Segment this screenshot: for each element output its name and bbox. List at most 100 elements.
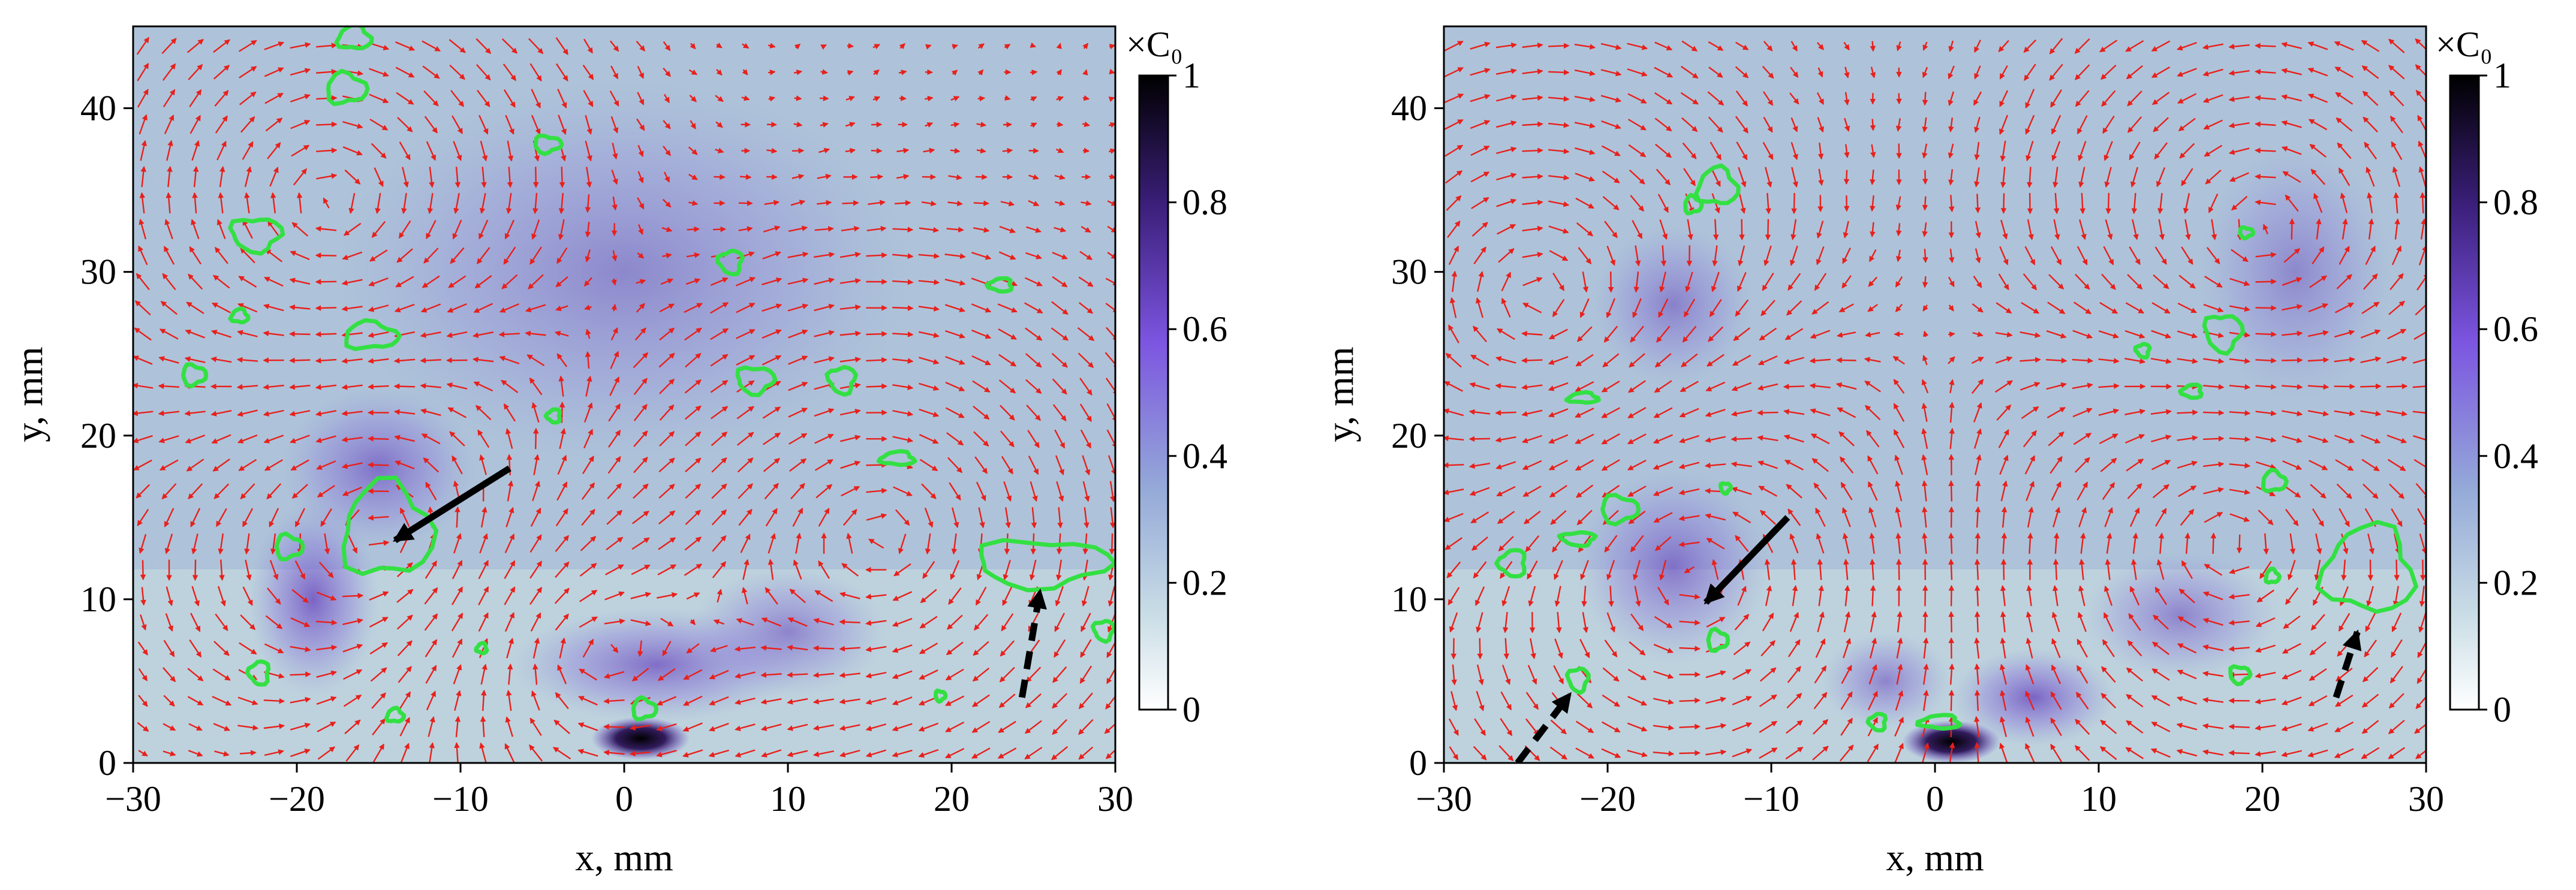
left-velocity-vector [317, 746, 335, 760]
left-velocity-vector [685, 484, 702, 499]
left-velocity-vector [423, 457, 440, 473]
left-velocity-vector [603, 698, 625, 704]
left-velocity-vector [477, 429, 490, 448]
left-velocity-vector [657, 592, 678, 599]
left-velocity-vector [452, 455, 463, 475]
left-x-tick-label: 10 [770, 779, 806, 819]
left-velocity-vector [1025, 353, 1042, 368]
left-velocity-vector [735, 697, 756, 705]
left-velocity-vector [812, 724, 834, 731]
left-velocity-vector [631, 564, 651, 575]
left-velocity-vector [760, 698, 782, 705]
left-velocity-vector [529, 587, 543, 605]
left-velocity-vector [555, 613, 569, 631]
left-concentration-blob-4 [690, 566, 886, 698]
left-velocity-vector [997, 747, 1017, 759]
left-velocity-vector [579, 616, 598, 628]
left-velocity-vector [400, 743, 410, 763]
left-velocity-vector [290, 645, 311, 653]
left-velocity-vector [184, 356, 206, 363]
left-velocity-vector [1056, 559, 1063, 581]
left-velocity-vector [473, 381, 493, 392]
left-velocity-vector [1001, 455, 1013, 475]
left-velocity-vector [428, 716, 435, 737]
left-velocity-vector [1105, 378, 1115, 396]
left-velocity-vector [918, 331, 940, 339]
left-velocity-vector [290, 722, 311, 731]
left-velocity-vector [839, 408, 861, 416]
left-velocity-vector [138, 750, 148, 757]
left-velocity-vector [606, 509, 623, 525]
left-velocity-vector [1051, 327, 1069, 341]
left-velocity-vector [637, 640, 643, 657]
right-concentration-blob-2 [1951, 648, 2115, 747]
left-velocity-vector [631, 668, 649, 681]
left-velocity-vector [133, 382, 154, 389]
left-velocity-vector [924, 507, 934, 528]
left-velocity-vector [345, 744, 360, 762]
left-velocity-vector [369, 617, 389, 628]
left-velocity-vector [945, 356, 965, 365]
left-velocity-vector [164, 533, 173, 554]
left-velocity-vector [971, 694, 990, 707]
left-velocity-vector [973, 431, 989, 447]
left-velocity-vector [342, 644, 363, 653]
left-colorbar-gradient [1138, 74, 1169, 711]
left-velocity-vector [218, 533, 224, 555]
left-velocity-vector [946, 641, 964, 656]
left-velocity-vector [1078, 746, 1094, 760]
left-velocity-vector [526, 354, 545, 367]
left-velocity-vector [768, 533, 776, 554]
left-velocity-vector [557, 454, 567, 475]
left-velocity-vector [554, 587, 570, 604]
left-velocity-vector [472, 357, 494, 363]
left-velocity-vector [237, 330, 258, 337]
left-velocity-vector [630, 725, 651, 731]
left-velocity-vector [762, 329, 782, 339]
left-velocity-vector [317, 485, 335, 498]
left-velocity-vector [762, 355, 782, 366]
left-velocity-vector [1052, 666, 1067, 683]
left-velocity-vector [712, 561, 726, 578]
left-velocity-vector [245, 559, 252, 581]
left-velocity-vector [921, 483, 937, 499]
left-velocity-vector [790, 482, 805, 500]
left-velocity-vector [577, 749, 598, 757]
left-velocity-vector [425, 560, 437, 579]
right-velocity-vector [2360, 383, 2382, 390]
right-velocity-vector [2255, 305, 2277, 311]
left-velocity-vector [765, 587, 778, 605]
right-velocity-vector [2282, 357, 2303, 363]
left-velocity-vector [581, 482, 595, 500]
left-velocity-vector [892, 749, 913, 758]
left-velocity-vector [866, 357, 887, 363]
left-x-tick-label: −10 [432, 779, 489, 819]
left-velocity-vector [370, 667, 387, 682]
left-velocity-vector [658, 537, 676, 550]
left-velocity-vector [839, 645, 860, 652]
left-velocity-vector [865, 671, 887, 678]
left-velocity-vector [316, 644, 338, 651]
left-velocity-vector [217, 586, 226, 607]
left-velocity-vector [585, 375, 592, 397]
right-velocity-vector [1522, 147, 1543, 153]
left-velocity-vector [1081, 586, 1090, 607]
left-velocity-vector [717, 589, 723, 603]
left-velocity-vector [263, 723, 285, 729]
left-velocity-vector [948, 587, 962, 605]
left-velocity-vector [213, 641, 230, 656]
left-velocity-vector [158, 410, 180, 417]
left-velocity-vector [683, 669, 703, 680]
left-colorbar-tick-label: 1 [1182, 56, 1200, 95]
left-velocity-vector [841, 563, 859, 577]
left-velocity-vector [738, 483, 753, 499]
left-velocity-vector [479, 454, 487, 475]
left-velocity-vector [762, 406, 781, 419]
right-velocity-vector [1974, 585, 1981, 607]
left-velocity-vector [263, 384, 284, 390]
left-velocity-vector [865, 593, 887, 600]
right-colorbar-tick-label: 0.4 [2493, 436, 2538, 476]
left-velocity-vector [839, 672, 860, 678]
left-velocity-vector [191, 533, 198, 554]
left-velocity-vector [478, 612, 489, 632]
